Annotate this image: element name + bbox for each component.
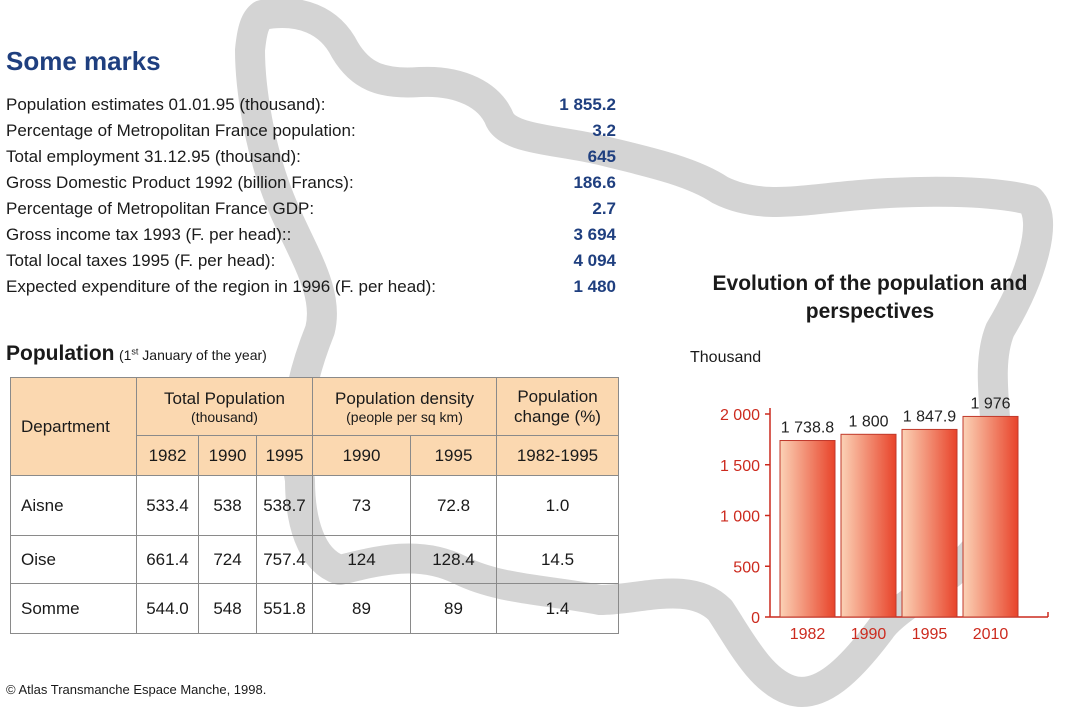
x-tick-label: 1982 (790, 626, 826, 643)
table-cell: 72.8 (410, 475, 497, 536)
mark-label: Percentage of Metropolitan France popula… (6, 121, 356, 140)
table-cell: 89 (312, 583, 411, 634)
marks-list: Population estimates 01.01.95 (thousand)… (6, 92, 616, 300)
y-tick-label: 1 000 (720, 509, 760, 526)
table-cell: 14.5 (496, 535, 619, 584)
mark-label: Total employment 31.12.95 (thousand): (6, 147, 301, 166)
table-cell: 73 (312, 475, 411, 536)
mark-row: Gross Domestic Product 1992 (billion Fra… (6, 170, 616, 196)
mark-row: Expected expenditure of the region in 19… (6, 274, 616, 300)
mark-row: Percentage of Metropolitan France popula… (6, 118, 616, 144)
population-note: (1st January of the year) (118, 346, 267, 363)
table-cell: 1.0 (496, 475, 619, 536)
population-bar-chart: 0 500 1 000 1 500 2 000 1 738.8 1982 1 800 1990 1… (720, 395, 1049, 643)
population-heading: Population (1st January of the year) (6, 342, 267, 366)
source-credit: © Atlas Transmanche Espace Manche, 1998. (6, 682, 267, 697)
bar (840, 433, 897, 618)
y-tick-label: 500 (733, 559, 760, 576)
header-year: 1990 (312, 435, 411, 476)
chart-title: Evolution of the population and perspect… (712, 272, 1028, 323)
mark-value: 645 (587, 147, 616, 166)
bar (901, 428, 958, 618)
mark-value: 1 855.2 (559, 95, 616, 114)
table-cell: 661.4 (136, 535, 199, 584)
bar-value-label: 1 738.8 (781, 420, 834, 437)
header-year: 1990 (198, 435, 257, 476)
bar-value-label: 1 847.9 (903, 408, 956, 425)
bar-value-label: 1 976 (970, 395, 1010, 412)
mark-row: Total local taxes 1995 (F. per head): 4 0… (6, 248, 616, 274)
table-cell: 551.8 (256, 583, 313, 634)
mark-label: Expected expenditure of the region in 19… (6, 277, 437, 296)
table-cell: 1.4 (496, 583, 619, 634)
header-year: 1995 (256, 435, 313, 476)
table-cell: 548 (198, 583, 257, 634)
table-row: Oise 661.4 724 757.4 124 128.4 14.5 (10, 535, 619, 584)
y-tick-label: 1 500 (720, 458, 760, 475)
mark-value: 4 094 (573, 251, 616, 270)
header-year: 1982 (136, 435, 199, 476)
table-row: Aisne 533.4 538 538.7 73 72.8 1.0 (10, 475, 619, 536)
mark-label: Percentage of Metropolitan France GDP: (6, 199, 315, 218)
mark-label: Gross Domestic Product 1992 (billion Fra… (6, 173, 354, 192)
department-name: Oise (10, 535, 137, 584)
mark-row: Population estimates 01.01.95 (thousand)… (6, 92, 616, 118)
mark-value: 2.7 (592, 199, 616, 218)
mark-value: 186.6 (573, 173, 616, 192)
table-cell: 124 (312, 535, 411, 584)
header-year: 1982-1995 (496, 435, 619, 476)
x-tick-label: 2010 (973, 626, 1009, 643)
mark-label: Gross income tax 1993 (F. per head):: (6, 225, 292, 244)
chart-y-unit: Thousand (690, 349, 762, 366)
mark-label: Population estimates 01.01.95 (thousand)… (6, 95, 326, 114)
table-cell: 533.4 (136, 475, 199, 536)
bar (962, 415, 1019, 618)
bar-value-label: 1 800 (848, 413, 888, 430)
table-cell: 128.4 (410, 535, 497, 584)
y-tick-label: 0 (751, 610, 760, 627)
mark-value: 1 480 (573, 277, 616, 296)
y-tick-label: 2 000 (720, 407, 760, 424)
mark-value: 3.2 (592, 121, 616, 140)
mark-row: Total employment 31.12.95 (thousand): 645 (6, 144, 616, 170)
table-cell: 538.7 (256, 475, 313, 536)
table-cell: 757.4 (256, 535, 313, 584)
section-title: Some marks (6, 46, 161, 76)
mark-value: 3 694 (573, 225, 616, 244)
mark-label: Total local taxes 1995 (F. per head): (6, 251, 276, 270)
header-total-population: Total Population (thousand) (136, 377, 313, 436)
x-tick-label: 1995 (912, 626, 948, 643)
bar (779, 440, 836, 618)
department-name: Somme (10, 583, 137, 634)
table-cell: 544.0 (136, 583, 199, 634)
department-name: Aisne (10, 475, 137, 536)
population-title: Population (6, 342, 115, 365)
header-population-change: Population change (%) (496, 377, 619, 436)
population-table: Department Total Population (thousand) Po… (10, 377, 619, 634)
x-tick-label: 1990 (851, 626, 887, 643)
header-population-density: Population density (people per sq km) (312, 377, 497, 436)
mark-row: Percentage of Metropolitan France GDP: 2.… (6, 196, 616, 222)
header-year: 1995 (410, 435, 497, 476)
mark-row: Gross income tax 1993 (F. per head):: 3 6… (6, 222, 616, 248)
table-cell: 724 (198, 535, 257, 584)
header-department: Department (10, 377, 137, 476)
table-cell: 89 (410, 583, 497, 634)
table-cell: 538 (198, 475, 257, 536)
table-row: Somme 544.0 548 551.8 89 89 1.4 (10, 583, 619, 634)
